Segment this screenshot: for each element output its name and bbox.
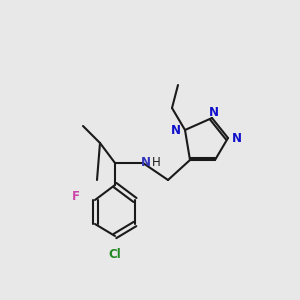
Text: N: N (232, 133, 242, 146)
Text: N: N (209, 106, 219, 118)
Text: N: N (171, 124, 181, 137)
Text: F: F (72, 190, 80, 202)
Text: Cl: Cl (109, 248, 122, 262)
Text: N: N (141, 155, 151, 169)
Text: H: H (152, 155, 160, 169)
